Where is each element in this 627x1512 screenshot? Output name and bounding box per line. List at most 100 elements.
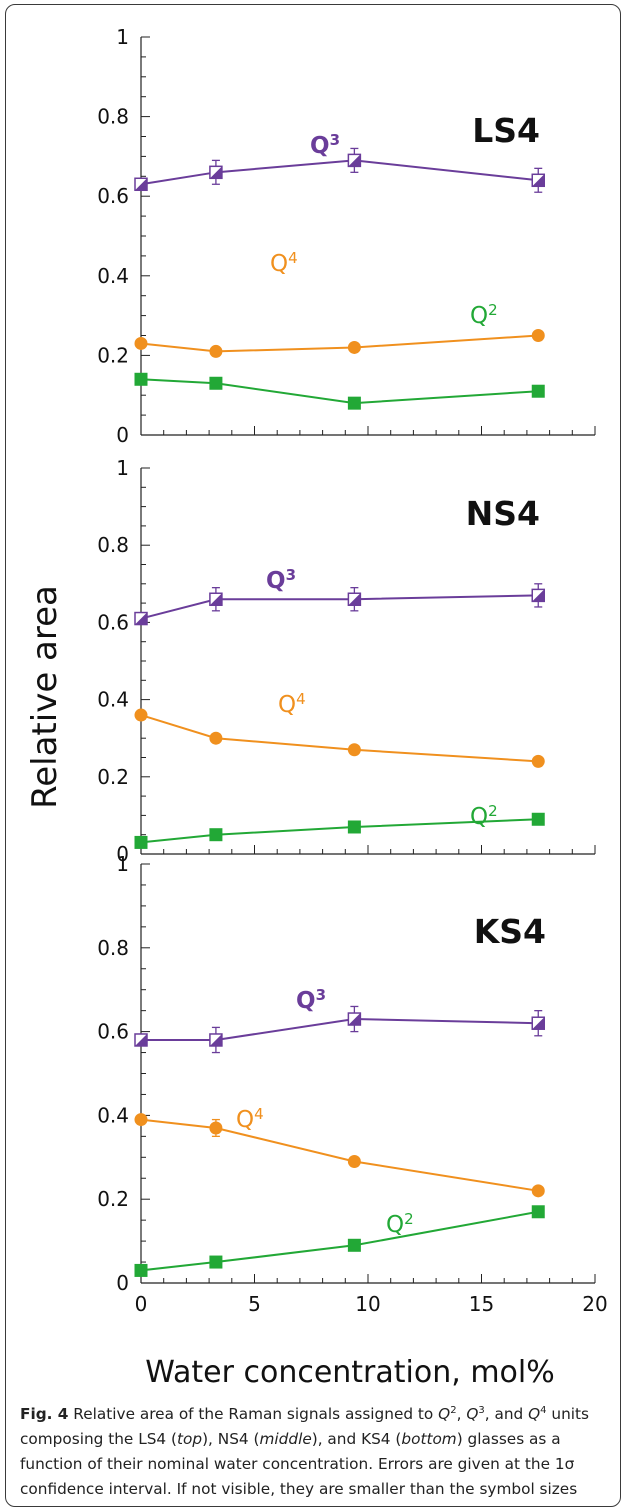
data-point-half-fill [348,154,361,167]
data-point-half-fill [532,174,545,187]
caption-top: top [177,1430,203,1448]
series-line [140,1210,539,1272]
x-tick-label: 20 [582,1292,607,1316]
x-axis-label: Water concentration, mol% [145,1355,554,1390]
figure-plot: 00.20.40.60.81LS4Q3Q4Q200.20.40.60.81NS4… [25,25,608,1390]
data-point-square [347,396,361,410]
caption-text-1: Relative area of the Raman signals assig… [68,1405,439,1423]
caption-bottom: bottom [401,1430,457,1448]
data-point-circle [209,731,223,745]
y-tick-label: 0 [116,1271,129,1295]
series-q3: Q3 [134,986,545,1054]
series-label-q4: Q4 [236,1105,264,1133]
figure-frame [5,4,621,1507]
data-point-half-fill [135,612,147,625]
series-line [140,378,539,405]
data-point-circle [531,754,545,768]
series-label-superscript: 3 [286,566,296,584]
series-line [140,334,539,353]
series-label-superscript: 4 [254,1105,264,1123]
data-point-circle [134,336,148,350]
data-point-square [347,1238,361,1252]
y-tick-label: 1 [116,852,129,876]
y-tick-label: 0.6 [97,1020,129,1044]
series-label-q2: Q2 [470,301,498,329]
series-label-q3: Q3 [296,986,326,1014]
series-label-superscript: 2 [488,301,498,319]
y-axis-label: Relative area [25,585,65,809]
data-point-half-fill [532,589,545,602]
series-line [140,818,539,844]
caption-sup-4: 4 [540,1404,547,1416]
data-point-circle [134,1113,148,1127]
caption-sup-2: 2 [450,1404,457,1416]
series-label-letter: Q [296,988,316,1014]
data-point-square [134,835,148,849]
series-label-letter: Q [470,303,488,329]
series-q4: Q4 [134,690,545,768]
series-label-letter: Q [386,1212,404,1238]
series-q3: Q3 [134,131,545,193]
y-tick-label: 1 [116,25,129,49]
data-point-square [531,812,545,826]
series-label-letter: Q [278,692,296,718]
y-tick-label: 0.6 [97,610,129,634]
caption-text-2: units composing the LS4 ( [20,1405,590,1448]
series-q2: Q2 [134,1205,545,1277]
series-label-q3: Q3 [310,131,340,159]
caption-text-5: ) glasses as a function of their nominal… [20,1430,578,1498]
y-tick-label: 0 [116,423,129,447]
caption-q-letter: Q [438,1405,451,1423]
y-tick-label: 1 [116,456,129,480]
data-point-circle [209,344,223,358]
data-point-circle [134,708,148,722]
y-tick-label: 0.8 [97,105,129,129]
series-label-superscript: 4 [288,249,298,267]
caption-text-3: ), NS4 ( [202,1430,260,1448]
data-point-square [209,828,223,842]
data-point-circle [531,329,545,342]
data-point-half-fill [532,1017,545,1030]
panel-title: LS4 [472,111,540,150]
panel-title: NS4 [466,494,540,533]
y-tick-label: 0.2 [97,765,129,789]
caption-middle: middle [259,1430,312,1448]
x-tick-label: 5 [248,1292,261,1316]
series-line [140,714,539,763]
data-point-half-fill [209,1033,222,1046]
series-label-letter: Q [470,804,488,830]
series-label-q2: Q2 [386,1210,414,1238]
y-tick-label: 0.8 [97,936,129,960]
series-label-superscript: 4 [296,690,306,708]
y-tick-label: 0.6 [97,184,129,208]
series-label-letter: Q [310,133,330,159]
data-point-square [347,820,361,834]
data-point-square [531,1205,545,1219]
data-point-square [209,1255,223,1269]
y-tick-label: 0.2 [97,343,129,367]
data-point-circle [209,1121,223,1135]
series-q4: Q4 [134,1105,545,1198]
series-q4: Q4 [134,249,545,358]
data-point-half-fill [348,593,361,606]
caption-q-letter: Q [466,1405,479,1423]
y-tick-label: 0.4 [97,264,129,288]
x-tick-label: 15 [469,1292,494,1316]
y-tick-label: 0.2 [97,1187,129,1211]
series-label-q4: Q4 [278,690,306,718]
caption-sup-3: 3 [478,1404,485,1416]
data-point-circle [347,340,361,354]
data-point-square [531,384,545,398]
caption-sep-2: , and [484,1405,529,1423]
data-point-half-fill [209,593,222,606]
data-point-circle [347,1154,361,1168]
series-label-q2: Q2 [470,802,498,830]
series-label-superscript: 3 [330,131,340,149]
series-line [140,159,539,186]
data-point-circle [531,1184,545,1198]
caption-text-4: ), and KS4 ( [311,1430,402,1448]
x-tick-label: 0 [135,1292,148,1316]
series-q2: Q2 [134,802,545,849]
